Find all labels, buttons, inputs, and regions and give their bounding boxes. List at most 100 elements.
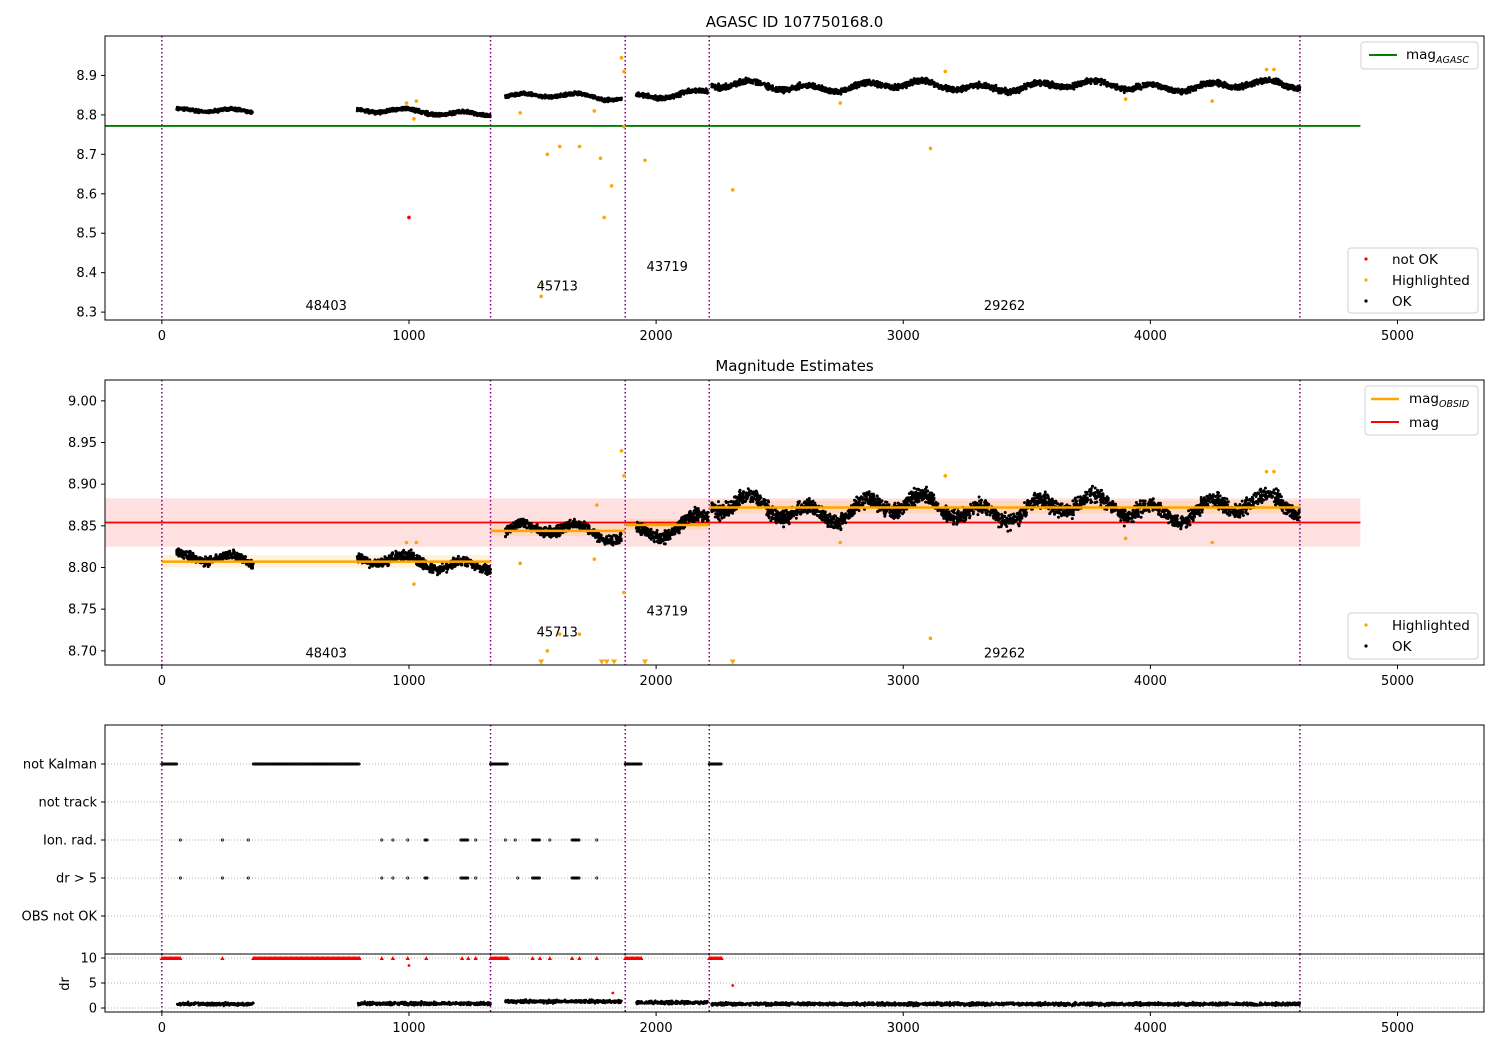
panel1-highlighted-point xyxy=(928,146,933,151)
panel1-ok-point xyxy=(1190,87,1194,91)
panel1-ok-point xyxy=(767,83,771,87)
panel2-ok-point xyxy=(247,564,251,568)
panel1-ok-point xyxy=(830,90,834,94)
panel1-ok-point xyxy=(764,85,768,89)
panel1-ok-point xyxy=(868,80,872,84)
panel1-ok-point xyxy=(745,80,749,84)
panel1-ok-point xyxy=(1268,79,1272,83)
panel1-ok-point xyxy=(1194,84,1198,88)
panel1-ok-point xyxy=(1136,82,1140,86)
panel1-ytick-label: 8.9 xyxy=(76,69,97,84)
panel1-ok-point xyxy=(183,107,187,111)
panel1-ok-point xyxy=(405,107,409,111)
panel1-ok-point xyxy=(1008,88,1012,92)
panel1-ok-point xyxy=(584,93,588,97)
panel1-ok-point xyxy=(1255,80,1259,83)
panel1-ok-point xyxy=(932,85,936,89)
panel1-ok-point xyxy=(690,89,694,93)
panel1-ytick-label: 8.5 xyxy=(76,227,97,242)
panel1-ok-point xyxy=(598,97,602,101)
panel1-ok-point xyxy=(864,83,868,87)
panel1-ok-point xyxy=(935,83,939,87)
panel1-ok-point xyxy=(991,84,995,88)
panel1-ok-point xyxy=(853,84,857,88)
panel1-ok-point xyxy=(927,82,931,86)
panel1-ok-point xyxy=(1050,80,1054,84)
panel1-ok-point xyxy=(942,86,946,90)
panel1-ok-point xyxy=(825,88,829,92)
panel1-ok-point xyxy=(813,85,817,89)
panel1-ok-point xyxy=(890,86,894,90)
panel1-ok-point xyxy=(983,82,987,86)
panel1-ok-point xyxy=(804,85,808,89)
panel1-ok-point xyxy=(1223,83,1227,87)
panel1-ok-point xyxy=(179,107,183,111)
panel2-ok-point xyxy=(177,547,180,551)
panel1-highlighted-point xyxy=(1123,97,1128,101)
panel1-ok-point xyxy=(755,80,759,84)
panel1-xtick-label: 2000 xyxy=(640,329,673,344)
panel2-ok-point xyxy=(179,553,183,557)
panel1-ok-point xyxy=(859,80,863,84)
panel1-ok-point xyxy=(432,113,436,117)
panel1-ok-point xyxy=(762,81,766,85)
panel1-ok-point xyxy=(766,88,770,91)
panel1-ok-point xyxy=(1201,82,1205,86)
panel1-ok-point xyxy=(878,81,882,84)
panel1-obsid-label: 29262 xyxy=(984,299,1025,314)
panel1-ok-point xyxy=(787,89,791,93)
panel1-ok-point xyxy=(1096,79,1100,83)
panel1-xtick-label: 3000 xyxy=(887,329,920,344)
panel1-highlighted-point xyxy=(412,117,416,121)
panel1-xtick-label: 5000 xyxy=(1381,329,1414,344)
panel1-highlighted-point xyxy=(730,188,735,192)
panel1-ok-point xyxy=(913,79,917,83)
panel1-ok-point xyxy=(705,88,708,92)
panel1-ok-point xyxy=(1179,90,1183,94)
panel1-ok-point xyxy=(991,89,995,93)
panel1-ok-point xyxy=(513,91,517,95)
panel1-ok-point xyxy=(429,112,433,116)
panel1-ok-point xyxy=(1267,76,1271,80)
panel1-ok-point xyxy=(896,86,899,90)
panel1-ok-point xyxy=(1142,85,1146,89)
panel1-ok-point xyxy=(1120,86,1124,90)
panel1-ytick-label: 8.4 xyxy=(76,266,97,281)
panel1-ok-point xyxy=(843,90,847,93)
panel1-ok-point xyxy=(955,86,959,90)
panel1-ok-point xyxy=(781,88,785,92)
panel1-ytick-label: 8.7 xyxy=(76,148,97,163)
panel1-xtick-label: 4000 xyxy=(1134,329,1167,344)
panel1-highlighted-point xyxy=(643,158,647,163)
panel1-ok-point xyxy=(239,109,243,113)
panel1-ok-point xyxy=(355,109,359,113)
panel1-highlighted-point xyxy=(577,144,582,149)
panel1-ok-point xyxy=(744,76,748,80)
panel1-ok-point xyxy=(543,94,547,98)
panel1-ok-point xyxy=(1262,77,1265,81)
panel1-ok-point xyxy=(1197,84,1201,88)
panel1-ok-point xyxy=(381,109,385,113)
panel1-ok-point xyxy=(1117,86,1120,90)
panel1-ok-point xyxy=(539,94,543,98)
panel1-highlighted-point xyxy=(539,294,543,299)
panel1-ok-point xyxy=(1064,84,1068,88)
panel1-ok-point xyxy=(1015,90,1019,94)
panel1-ok-point xyxy=(1234,86,1238,90)
panel1-ok-point xyxy=(488,115,492,119)
panel1-obsid-label: 48403 xyxy=(306,299,347,314)
panel1-ok-point xyxy=(1295,87,1299,91)
panel1-ok-point xyxy=(444,112,447,116)
panel1-ok-point xyxy=(1264,78,1268,82)
panel1-obsid-label: 43719 xyxy=(647,260,688,275)
panel1-ok-point xyxy=(508,93,512,97)
magnitude-estimates-panel: Magnitude Estimates 48403457134371929262… xyxy=(68,357,1485,689)
panel2-ok-point xyxy=(188,557,192,561)
panel2-ok-point xyxy=(236,555,240,559)
panel1-ok-point xyxy=(859,83,863,87)
panel1-ok-point xyxy=(1134,84,1138,88)
panel1-ok-point xyxy=(422,110,426,114)
panel1-ok-point xyxy=(1085,80,1089,84)
panel1-ok-point xyxy=(1004,92,1008,96)
panel1-ok-point xyxy=(998,87,1002,91)
